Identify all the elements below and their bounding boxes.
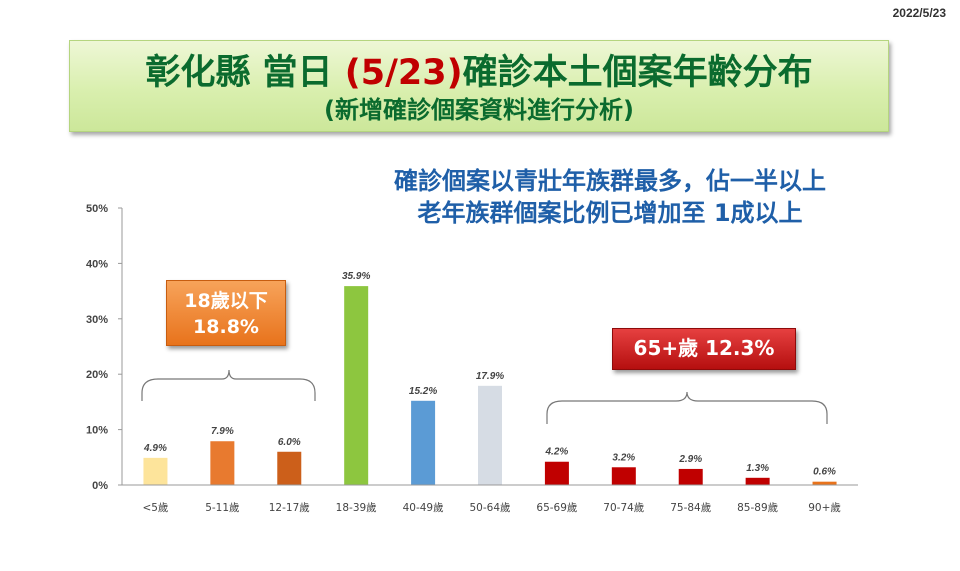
bar-value-label: 4.9%	[143, 443, 167, 454]
bar	[544, 461, 569, 485]
y-axis: 0% 10% 20% 30% 40% 50%	[86, 203, 123, 492]
key-finding-line1: 確診個案以青壯年族群最多，佔一半以上	[394, 167, 826, 195]
x-axis: <5歲 5-11歲 12-17歲 18-39歲 40-49歲 50-64歲 65-69歲 70…	[122, 484, 858, 514]
title-banner: 彰化縣 當日 (5/23)確診本土個案年齡分布 (新增確診個案資料進行分析)	[69, 40, 889, 132]
key-finding-line2: 老年族群個案比例已增加至 1成以上	[417, 199, 803, 227]
x-tick-label: 12-17歲	[269, 501, 310, 514]
x-tick-label: 40-49歲	[403, 501, 444, 514]
x-tick-label: <5歲	[142, 501, 168, 514]
report-date: 2022/5/23	[892, 6, 946, 20]
bar	[478, 385, 502, 485]
title-part1: 彰化縣 當日	[145, 53, 345, 93]
bar	[344, 286, 369, 485]
bar-value-label: 17.9%	[476, 371, 504, 382]
key-finding: 確診個案以青壯年族群最多，佔一半以上 老年族群個案比例已增加至 1成以上	[330, 165, 890, 229]
youth-callout-label: 18歲以下	[184, 290, 268, 312]
bar-value-label: 2.9%	[678, 454, 702, 465]
title-part3: 確診本土個案年齡分布	[462, 53, 813, 93]
y-tick-label: 50%	[86, 203, 108, 215]
bar	[277, 451, 302, 485]
elder-callout: 65+歲 12.3%	[612, 328, 796, 370]
bar-value-label: 0.6%	[813, 467, 836, 478]
bar-value-label: 35.9%	[342, 271, 370, 282]
bar	[678, 468, 703, 485]
y-tick-label: 20%	[86, 369, 108, 381]
youth-brace	[141, 369, 316, 401]
bars: 4.9% 7.9% 6.0% 35.9% 15.2% 17.9% 4.2% 3.2% 2.9% 1…	[143, 271, 837, 485]
y-tick-label: 30%	[86, 314, 108, 326]
bar	[812, 481, 837, 485]
bar	[143, 457, 168, 485]
page-subtitle: (新增確診個案資料進行分析)	[324, 96, 634, 124]
youth-callout-value: 18.8%	[193, 316, 259, 338]
x-tick-label: 18-39歲	[336, 501, 377, 514]
x-tick-label: 85-89歲	[737, 501, 778, 514]
bar-value-label: 7.9%	[211, 426, 234, 437]
x-tick-label: 65-69歲	[536, 501, 577, 514]
bar-value-label: 1.3%	[746, 463, 769, 474]
elder-brace	[546, 391, 828, 424]
x-tick-label: 50-64歲	[469, 501, 510, 514]
x-tick-label: 90+歲	[808, 501, 841, 514]
group-braces	[141, 369, 828, 424]
y-tick-label: 10%	[86, 425, 108, 437]
youth-callout: 18歲以下 18.8%	[166, 280, 286, 346]
x-tick-label: 5-11歲	[205, 501, 239, 514]
y-tick-label: 40%	[86, 258, 108, 270]
bar-value-label: 4.2%	[545, 447, 569, 458]
bar	[411, 400, 436, 485]
bar	[745, 477, 770, 485]
bar	[210, 441, 235, 485]
bar-value-label: 6.0%	[278, 437, 301, 448]
bar-value-label: 15.2%	[409, 386, 437, 397]
bar-value-label: 3.2%	[612, 452, 635, 463]
y-tick-label: 0%	[92, 480, 108, 492]
x-tick-label: 75-84歲	[670, 501, 711, 514]
title-date: (5/23)	[344, 53, 463, 93]
x-tick-label: 70-74歲	[603, 501, 644, 514]
bar	[611, 467, 636, 485]
page-title: 彰化縣 當日 (5/23)確診本土個案年齡分布	[70, 51, 888, 95]
